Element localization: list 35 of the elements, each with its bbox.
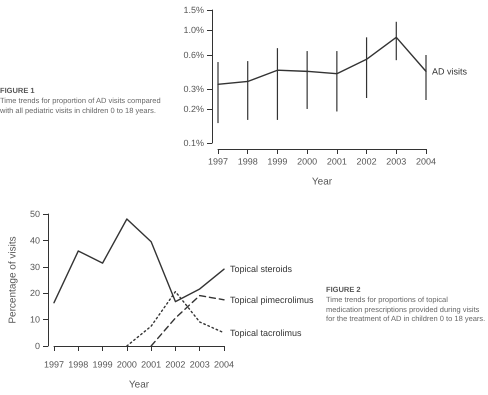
y-tick-label: 10 — [30, 314, 40, 325]
y-tick-label: 50 — [30, 209, 40, 219]
x-tick-label: 1998 — [68, 360, 88, 370]
x-tick-label: 2002 — [356, 156, 377, 166]
y-tick-label: 40 — [30, 235, 40, 246]
y-tick-label: 0.1% — [183, 138, 204, 148]
x-tick-label: 2003 — [190, 360, 210, 370]
x-tick-label: 2003 — [386, 156, 406, 166]
x-tick-label: 1997 — [208, 156, 228, 166]
series-label: Topical steroids — [230, 264, 293, 274]
x-tick-label: 2002 — [165, 360, 186, 370]
x-tick-label: 1998 — [238, 156, 258, 166]
x-tick-label: 1999 — [92, 360, 113, 370]
y-tick-label: 30 — [30, 262, 40, 272]
x-tick-label: 2000 — [116, 360, 137, 370]
x-axis-title: Year — [312, 176, 333, 188]
y-tick-label: 1.5% — [183, 5, 204, 15]
series-label: AD visits — [432, 66, 468, 76]
x-tick-label: 1997 — [44, 360, 64, 370]
y-tick-label: 0.2% — [183, 104, 204, 114]
y-tick-label: 0 — [34, 341, 40, 351]
series-label: Topical tacrolimus — [230, 328, 302, 338]
y-tick-label: 20 — [30, 288, 40, 298]
y-tick-label: 0.3% — [183, 84, 204, 94]
y-tick-label: 1.0% — [183, 24, 204, 35]
x-tick-label: 2001 — [326, 156, 347, 166]
x-tick-label: 2004 — [214, 360, 234, 370]
x-tick-label: 1999 — [267, 156, 288, 166]
x-axis-title: Year — [128, 380, 150, 390]
y-tick-label: 0.6% — [183, 50, 204, 60]
x-tick-label: 2004 — [416, 156, 436, 166]
x-tick-label: 2000 — [297, 156, 318, 166]
series-label: Topical pimecrolimus — [230, 294, 314, 305]
y-axis-title: Percentage of visits — [8, 236, 18, 324]
x-tick-label: 2001 — [141, 360, 162, 370]
